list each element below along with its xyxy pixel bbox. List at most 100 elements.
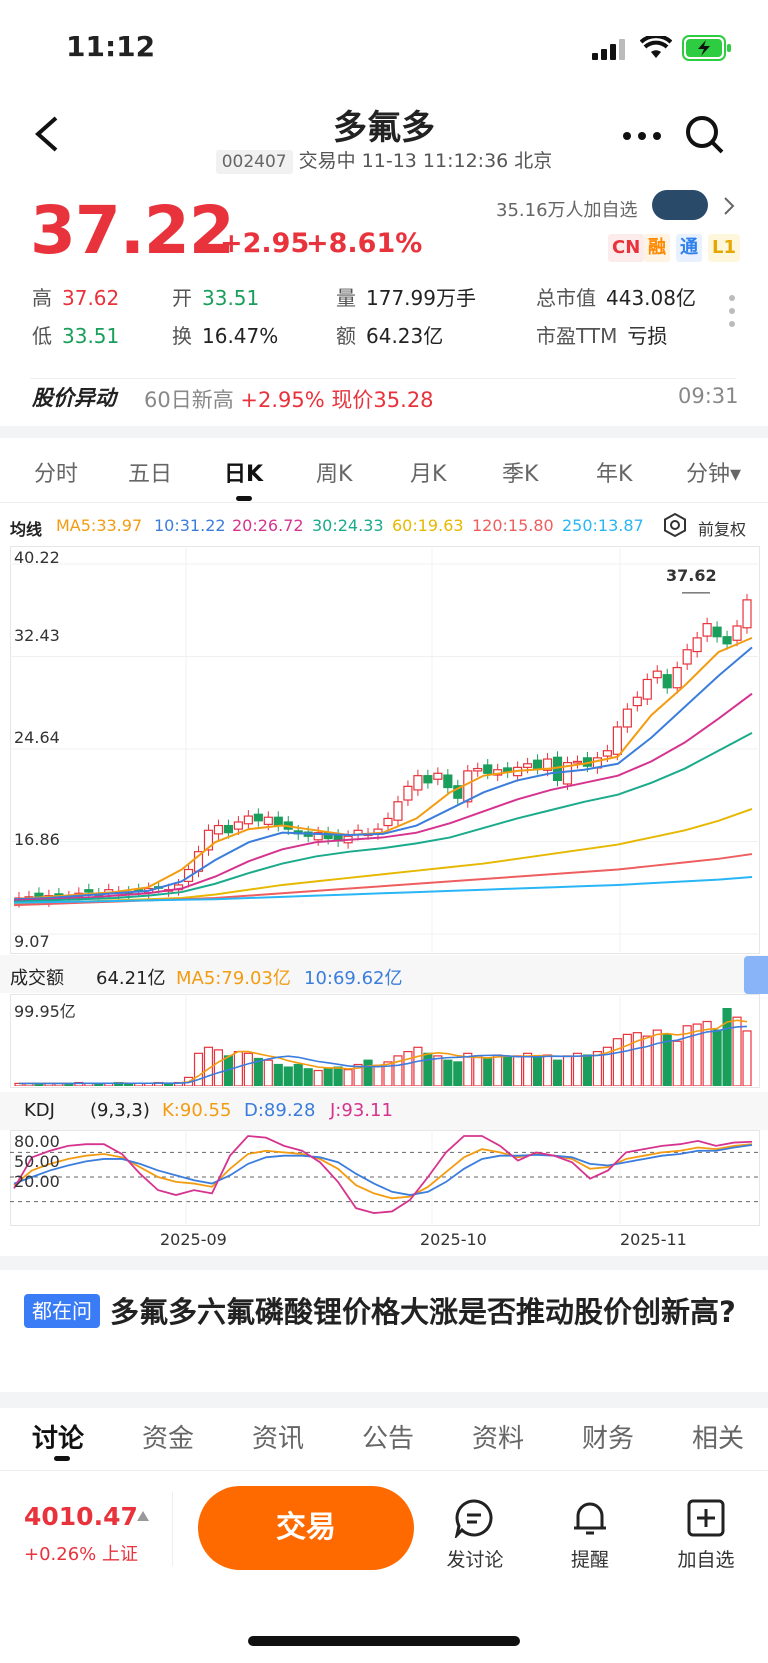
- tab-5day[interactable]: 五日: [128, 462, 173, 487]
- chart-tabs: 分时 五日 日K 周K 月K 季K 年K 分钟▾: [0, 440, 768, 501]
- divider: [0, 1470, 768, 1471]
- settings-icon[interactable]: [662, 512, 688, 538]
- discuss-label[interactable]: 发讨论: [446, 1549, 504, 1571]
- candle: [572, 760, 583, 764]
- volume-bar: [373, 1064, 383, 1086]
- volume-bar: [732, 1016, 742, 1086]
- volume-bar: [722, 1007, 732, 1086]
- bell-icon[interactable]: [570, 1498, 610, 1538]
- volume-bar: [483, 1057, 493, 1086]
- discuss-icon[interactable]: [454, 1498, 494, 1538]
- stat-high: 高 37.62: [32, 286, 120, 310]
- x-tick-oct: 2025-10: [420, 1230, 487, 1249]
- volume-bar: [503, 1057, 513, 1086]
- candle: [263, 816, 273, 825]
- kdj-chart-frame: [10, 1130, 760, 1226]
- volume-bar: [193, 1052, 204, 1086]
- stat-pe: 市盈TTM 亏损: [536, 324, 668, 348]
- candle: [542, 758, 553, 771]
- add-watchlist-icon[interactable]: [686, 1498, 726, 1538]
- trade-button[interactable]: 交易: [198, 1486, 414, 1570]
- candle: [622, 708, 632, 728]
- x-tick-nov: 2025-11: [620, 1230, 687, 1249]
- tab-intraday[interactable]: 分时: [34, 462, 79, 487]
- remind-label[interactable]: 提醒: [570, 1549, 609, 1571]
- kdj-j: J:93.11: [330, 1100, 393, 1121]
- tab-minute[interactable]: 分钟▾: [686, 462, 742, 487]
- volume-bar: [742, 1030, 752, 1086]
- badge-cn[interactable]: CN: [608, 234, 645, 262]
- stat-open: 开 33.51: [172, 286, 260, 310]
- candle: [523, 763, 533, 768]
- tab-news[interactable]: 资讯: [252, 1424, 305, 1454]
- watch-label[interactable]: 加自选: [677, 1549, 735, 1571]
- expand-dots-icon[interactable]: [728, 294, 736, 328]
- stat-turnover: 换 16.47%: [172, 324, 279, 348]
- volume-bar: [632, 1032, 642, 1086]
- volume-bar: [562, 1055, 573, 1086]
- volume-bar: [712, 1029, 722, 1086]
- ma-line-ma10: [13, 646, 753, 901]
- tab-yearly-k[interactable]: 年K: [596, 462, 633, 487]
- question-card[interactable]: 都在问 多氟多六氟磷酸锂价格大涨是否推动股价创新高?: [24, 1290, 760, 1334]
- tab-quarterly-k[interactable]: 季K: [502, 462, 539, 487]
- tab-financials[interactable]: 财务: [582, 1424, 635, 1454]
- tab-weekly-k[interactable]: 周K: [316, 462, 353, 487]
- volume-bar: [463, 1052, 473, 1086]
- ma-line-ma30: [13, 732, 753, 903]
- status-time: 11:12: [66, 30, 156, 63]
- back-icon[interactable]: [32, 114, 60, 154]
- volume-bar: [592, 1050, 603, 1086]
- chevron-right-icon[interactable]: [722, 196, 736, 216]
- volume-bar: [393, 1055, 403, 1086]
- adjust-mode[interactable]: 前复权: [698, 520, 747, 539]
- candle: [732, 625, 742, 641]
- tab-announcements[interactable]: 公告: [362, 1424, 415, 1454]
- volume-bar: [572, 1052, 583, 1086]
- candle: [642, 678, 652, 700]
- side-panel-toggle[interactable]: [744, 956, 768, 994]
- alert-text: 60日新高: [144, 388, 234, 412]
- badge-connect[interactable]: 通: [676, 234, 702, 262]
- index-value[interactable]: 4010.47: [24, 1502, 138, 1531]
- kdj-label[interactable]: KDJ: [24, 1100, 55, 1121]
- volume-bar: [283, 1066, 293, 1086]
- volume-bar: [293, 1063, 303, 1086]
- search-icon[interactable]: [684, 114, 726, 156]
- tab-daily-k[interactable]: 日K: [224, 462, 264, 487]
- more-icon[interactable]: [622, 130, 662, 142]
- volume-bar: [493, 1054, 503, 1086]
- volume-chart[interactable]: [10, 994, 758, 1086]
- kdj-d-line: [13, 1144, 753, 1196]
- volume-bar: [662, 1033, 672, 1086]
- tab-funds[interactable]: 资金: [142, 1424, 195, 1454]
- volume-bar: [233, 1050, 243, 1086]
- volume-ma5: MA5:79.03亿: [176, 968, 291, 989]
- kline-chart[interactable]: [10, 546, 758, 952]
- followers-count[interactable]: 35.16万人加自选: [496, 200, 638, 221]
- tab-monthly-k[interactable]: 月K: [410, 462, 447, 487]
- home-indicator: [248, 1636, 520, 1646]
- tab-related[interactable]: 相关: [692, 1424, 745, 1454]
- section-divider: [0, 1256, 768, 1270]
- volume-max-tick: 99.95亿: [14, 1002, 76, 1021]
- badge-margin[interactable]: 融: [644, 234, 670, 262]
- stat-amount: 额 64.23亿: [336, 324, 444, 348]
- question-text: 多氟多六氟磷酸锂价格大涨是否推动股价创新高?: [110, 1295, 736, 1329]
- y-tick-5: 9.07: [14, 932, 50, 951]
- kdj-j-line: [13, 1135, 753, 1214]
- candle: [692, 637, 702, 653]
- index-change: +0.26%: [24, 1544, 97, 1565]
- volume-bar: [582, 1054, 593, 1086]
- badge-l1[interactable]: L1: [708, 234, 740, 262]
- kdj-chart[interactable]: [10, 1130, 758, 1224]
- kdj-k-line: [13, 1143, 753, 1200]
- alert-row[interactable]: 60日新高 +2.95% 现价35.28: [144, 384, 434, 414]
- volume-label[interactable]: 成交额: [10, 968, 64, 989]
- ma120-value: 120:15.80: [472, 516, 554, 535]
- volume-legend-bar: [0, 955, 768, 993]
- candle: [473, 767, 483, 772]
- tab-profile[interactable]: 资料: [472, 1424, 525, 1454]
- tab-discussion[interactable]: 讨论: [32, 1424, 85, 1454]
- ma30-value: 30:24.33: [312, 516, 384, 535]
